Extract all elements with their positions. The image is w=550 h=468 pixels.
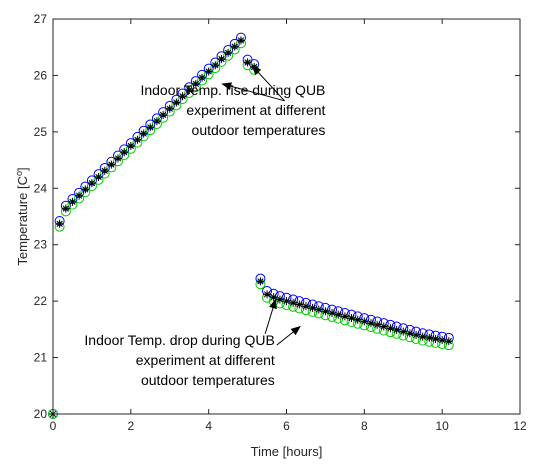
data-point-asterisk — [75, 191, 84, 200]
y-tick-label: 25 — [34, 125, 48, 139]
data-point-asterisk — [204, 67, 213, 76]
annotation-text-line: Indoor Temp. drop during QUB — [84, 332, 274, 348]
data-point-asterisk — [211, 61, 220, 70]
annotation-text-line: outdoor temperatures — [192, 122, 326, 138]
data-point-asterisk — [392, 325, 401, 334]
data-point-asterisk — [224, 48, 233, 57]
data-point-asterisk — [236, 36, 245, 45]
annotation-arrow — [264, 298, 277, 335]
data-point-asterisk — [399, 327, 408, 336]
y-tick-label: 27 — [34, 12, 48, 26]
x-tick-label: 4 — [205, 419, 212, 433]
x-tick-label: 12 — [513, 419, 527, 433]
data-point-asterisk — [230, 42, 239, 51]
data-point-asterisk — [217, 55, 226, 64]
x-tick-label: 2 — [127, 419, 134, 433]
data-point-asterisk — [87, 179, 96, 188]
data-point-asterisk — [444, 337, 453, 346]
data-point-asterisk — [412, 331, 421, 339]
data-point-asterisk — [146, 123, 155, 132]
data-point-asterisk — [113, 154, 122, 163]
data-point-asterisk — [353, 315, 362, 324]
data-point-asterisk — [366, 319, 375, 328]
data-point-asterisk — [191, 79, 200, 88]
y-axis-label: Temperature [Co] — [14, 167, 30, 265]
x-tick-label: 0 — [50, 419, 57, 433]
data-point-asterisk — [243, 58, 252, 67]
y-tick-label: 21 — [34, 351, 48, 365]
annotation-1: Indoor Temp. rise during QUB experiment a… — [140, 65, 326, 138]
data-point-asterisk — [68, 197, 77, 206]
data-point-asterisk — [81, 185, 90, 194]
data-point-asterisk — [405, 329, 414, 338]
y-tick-label: 23 — [34, 238, 48, 252]
data-point-asterisk — [314, 305, 323, 314]
data-point-asterisk — [107, 160, 116, 169]
y-tick-label: 20 — [34, 407, 48, 421]
y-tick-label: 26 — [34, 68, 48, 82]
annotation-text-line: experiment at different — [136, 352, 275, 368]
data-point-asterisk — [334, 310, 343, 319]
data-point-asterisk — [185, 86, 194, 95]
data-point-asterisk — [100, 166, 109, 175]
data-point-asterisk — [94, 173, 103, 181]
y-tick-label: 22 — [34, 294, 48, 308]
annotation-2: Indoor Temp. drop during QUB experiment a… — [84, 298, 301, 388]
data-point-asterisk — [360, 317, 369, 326]
data-point-asterisk — [321, 307, 330, 316]
annotation-text-line: outdoor temperatures — [141, 372, 275, 388]
data-point-asterisk — [250, 62, 259, 71]
data-point-asterisk — [289, 298, 298, 307]
data-point-asterisk — [340, 312, 349, 321]
plot-frame — [52, 18, 521, 415]
data-point-asterisk — [165, 104, 174, 113]
data-point-asterisk — [431, 334, 440, 343]
data-point-asterisk — [172, 98, 181, 107]
data-point-asterisk — [438, 336, 447, 345]
annotation-text-line: experiment at different — [186, 102, 325, 118]
data-point-asterisk — [373, 320, 382, 329]
data-point-asterisk — [120, 148, 129, 157]
data-point-asterisk — [133, 135, 142, 144]
data-point-asterisk — [308, 303, 317, 312]
data-point-asterisk — [263, 290, 272, 299]
data-point-asterisk — [295, 300, 304, 309]
data-point-asterisk — [198, 73, 207, 82]
data-point-asterisk — [282, 297, 291, 306]
y-axis-label-suffix: ] — [15, 167, 30, 171]
annotation-arrow — [221, 82, 285, 102]
x-tick-label: 10 — [435, 419, 449, 433]
data-point-asterisk — [347, 314, 356, 323]
data-point-asterisk — [61, 204, 70, 213]
data-point-asterisk — [269, 293, 278, 302]
y-axis-label-superscript: o — [14, 171, 24, 176]
data-point-asterisk — [159, 110, 168, 119]
data-point-asterisk — [418, 332, 427, 341]
data-point-asterisk — [152, 117, 161, 126]
series-3 — [49, 36, 453, 418]
x-tick-label: 6 — [283, 419, 290, 433]
x-tick-label: 8 — [361, 419, 368, 433]
data-point-asterisk — [301, 302, 310, 311]
annotation-arrow — [276, 325, 301, 346]
x-axis-label: Time [hours] — [251, 444, 323, 459]
data-point-asterisk — [139, 129, 148, 138]
data-point-asterisk — [126, 141, 135, 150]
data-point-asterisk — [256, 277, 265, 286]
data-point-asterisk — [55, 219, 64, 228]
data-point-asterisk — [425, 333, 434, 342]
y-axis-label-text: Temperature [C — [15, 176, 30, 266]
data-point-asterisk — [379, 322, 388, 331]
data-point-asterisk — [386, 324, 395, 333]
data-point-asterisk — [328, 308, 337, 317]
annotation-arrow — [251, 65, 285, 102]
annotation-text-line: Indoor Temp. rise during QUB — [140, 82, 325, 98]
y-tick-label: 24 — [34, 181, 48, 195]
data-point-asterisk — [178, 92, 187, 101]
data-point-asterisk — [275, 295, 284, 304]
